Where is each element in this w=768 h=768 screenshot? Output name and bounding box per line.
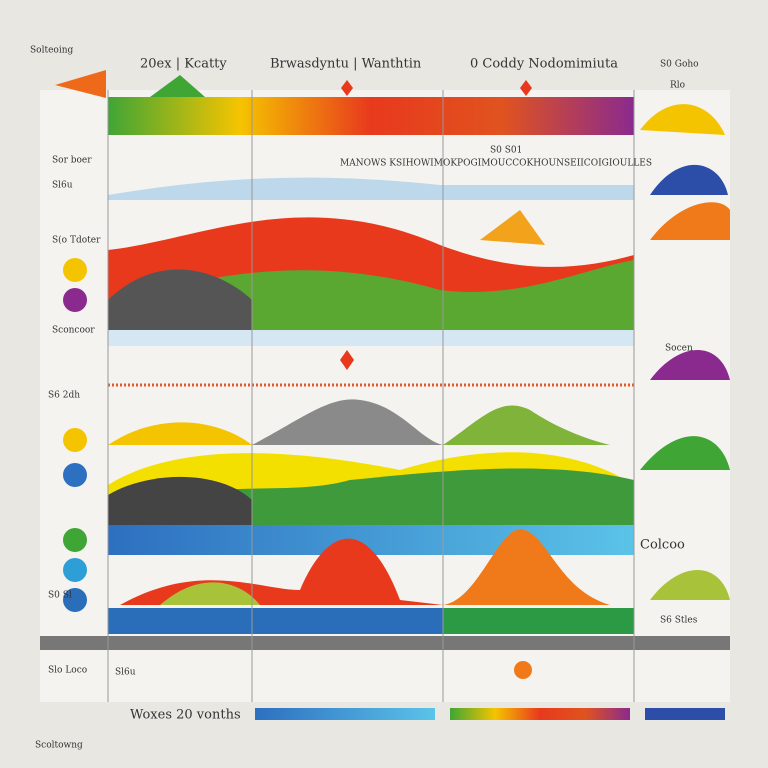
column-title: 0 Coddy Nodomimiuta bbox=[470, 57, 618, 72]
footer-note: Sl6u bbox=[115, 668, 136, 678]
left-label: S6 2dh bbox=[48, 391, 80, 401]
wave bbox=[108, 476, 252, 525]
peak bbox=[150, 75, 205, 97]
wave bbox=[252, 399, 443, 445]
footer-band bbox=[645, 708, 725, 720]
right-label: S6 Stles bbox=[660, 616, 698, 626]
left-label: S(o Tdoter bbox=[52, 235, 101, 246]
left-label: Slo Loco bbox=[48, 666, 87, 676]
left-label: Sor boer bbox=[52, 156, 92, 166]
footer-left: Scoltowng bbox=[35, 741, 83, 751]
right-label: Socen bbox=[665, 344, 693, 354]
column-lines bbox=[107, 90, 635, 702]
wave bbox=[108, 269, 252, 330]
left-label: Sconcoor bbox=[52, 326, 95, 336]
wave bbox=[160, 582, 260, 605]
rainbow-band bbox=[108, 97, 634, 135]
right-blobs bbox=[640, 104, 730, 600]
wave bbox=[443, 405, 610, 445]
footer-caption: Woxes 20 vonths bbox=[130, 708, 241, 723]
column-title: Brwasdyntu | Wanthtin bbox=[270, 57, 422, 72]
sun bbox=[514, 661, 532, 679]
corner-label: Solteoing bbox=[30, 46, 73, 56]
wave bbox=[108, 177, 634, 200]
caption: S0 S01 bbox=[490, 146, 522, 156]
left-label: Sl6u bbox=[52, 181, 73, 191]
pale-band bbox=[108, 330, 634, 346]
footer-band bbox=[450, 708, 630, 720]
footer-band bbox=[255, 708, 435, 720]
banner: MANOWS KSIHOWIMOKPOGIMOUCCOKHOUNSEIICOIG… bbox=[340, 159, 652, 169]
left-label: S0 Sl bbox=[48, 591, 72, 601]
right-label: Colcoo bbox=[640, 538, 685, 553]
wave bbox=[108, 422, 252, 445]
green-band bbox=[443, 608, 634, 634]
column-title: S0 Goho bbox=[660, 60, 699, 70]
dark-band bbox=[40, 636, 730, 650]
arrow bbox=[55, 70, 106, 98]
peak bbox=[480, 210, 545, 245]
wave bbox=[443, 529, 610, 605]
left-circles bbox=[63, 258, 87, 612]
right-label: Rlo bbox=[670, 81, 685, 91]
column-title: 20ex | Kcatty bbox=[140, 57, 227, 72]
